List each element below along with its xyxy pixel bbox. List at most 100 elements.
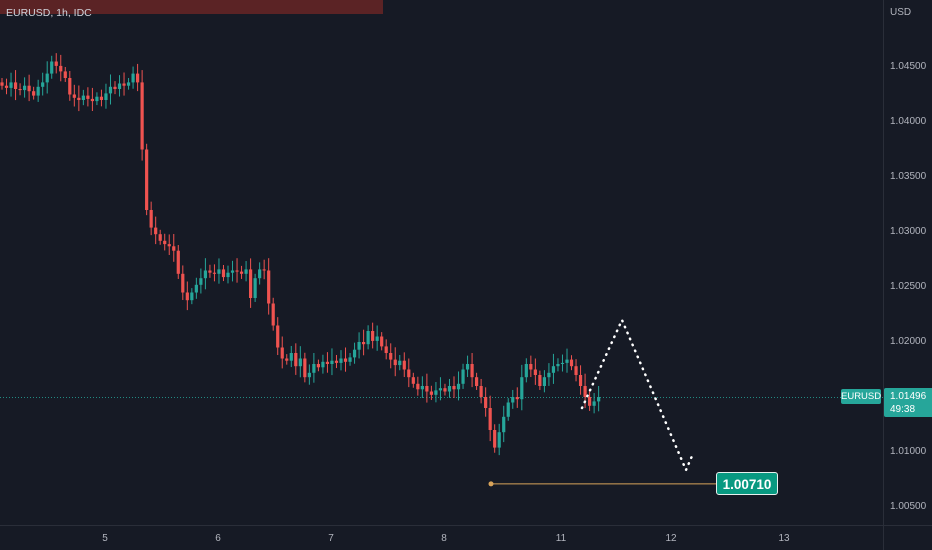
candle-body — [312, 364, 316, 373]
candle-body — [452, 386, 456, 390]
candle-body — [407, 369, 411, 378]
candle-body — [0, 82, 4, 86]
candle-body — [352, 349, 357, 358]
candle-body — [117, 83, 122, 89]
candle-body — [362, 342, 366, 345]
candle-body — [402, 360, 406, 370]
candle-body — [384, 346, 388, 353]
candle-body — [294, 353, 298, 367]
candle-body — [429, 391, 433, 395]
candle-body — [104, 93, 108, 100]
candle-body — [556, 364, 560, 367]
candle-body — [50, 61, 54, 74]
candle-body — [99, 96, 104, 100]
price-tick: 1.00500 — [890, 501, 927, 512]
candle-body — [520, 377, 524, 400]
candle-body — [592, 401, 596, 406]
candle-body — [108, 86, 113, 94]
current-price-value: 1.01496 — [890, 391, 927, 402]
candle-body — [597, 397, 601, 402]
candle-body — [167, 244, 171, 247]
candle-body — [271, 303, 275, 326]
candle-body — [13, 82, 18, 89]
candle-body — [547, 372, 551, 378]
candle-body — [230, 270, 235, 273]
candle-body — [502, 416, 506, 433]
candle-body — [235, 270, 239, 272]
candle-body — [131, 73, 135, 83]
price-tick: 1.04500 — [890, 61, 927, 72]
candle-body — [45, 73, 49, 83]
price-tick: 1.02500 — [890, 281, 927, 292]
candle-body — [375, 336, 379, 341]
candle-body — [569, 359, 574, 367]
candle-body — [72, 94, 76, 98]
candle-body — [140, 82, 144, 150]
candle-body — [506, 402, 510, 417]
candle-body — [136, 73, 140, 83]
candle-body — [172, 246, 176, 251]
candle-body — [276, 325, 280, 348]
candle-body — [181, 273, 185, 293]
candle-body — [588, 397, 592, 406]
candle-body — [511, 397, 515, 403]
candle-body — [122, 83, 126, 86]
candle-body — [145, 149, 149, 210]
candle-body — [578, 375, 583, 386]
candle-body — [267, 270, 271, 304]
candle-body — [4, 85, 9, 88]
projection-path — [580, 316, 694, 474]
candle-body — [199, 278, 203, 285]
chart-title: EURUSD, 1h, IDC — [6, 7, 92, 19]
alert-banner — [0, 0, 383, 14]
candle-body — [90, 98, 94, 102]
candle-body — [68, 78, 72, 95]
candle-body — [493, 430, 497, 448]
time-tick: 5 — [102, 533, 108, 544]
price-tick: 1.01000 — [890, 446, 927, 457]
time-tick: 8 — [441, 533, 447, 544]
candle-body — [54, 61, 58, 66]
candle-body — [411, 377, 415, 384]
candle-body — [27, 85, 31, 92]
candle-body — [316, 364, 320, 368]
candle-body — [334, 360, 339, 363]
candle-body — [533, 369, 537, 375]
candle-body — [86, 95, 90, 99]
target-price-label[interactable]: 1.00710 — [716, 472, 778, 495]
candle-body — [81, 95, 85, 100]
candle-body — [149, 210, 153, 228]
candle-body — [258, 269, 262, 279]
candle-body — [497, 432, 501, 448]
current-price-badge: 1.01496 49:38 — [884, 388, 932, 417]
candle-body — [158, 234, 162, 241]
price-tick: 1.02000 — [890, 336, 927, 347]
candle-body — [18, 89, 22, 91]
candle-body — [203, 270, 207, 279]
candle-body — [226, 272, 230, 278]
candle-body — [239, 271, 244, 274]
candle-body — [163, 240, 167, 245]
candle-body — [176, 250, 180, 274]
time-tick: 11 — [555, 533, 567, 544]
candle-body — [41, 82, 45, 87]
candle-body — [113, 86, 117, 89]
candle-body — [321, 361, 325, 368]
candle-body — [420, 386, 424, 390]
candle-body — [542, 377, 546, 386]
candle-body — [538, 375, 542, 386]
candle-body — [393, 359, 397, 366]
candle-body — [484, 397, 488, 408]
candle-body — [126, 82, 131, 86]
candle-body — [529, 364, 533, 370]
candle-body — [63, 71, 67, 78]
candle-body — [95, 96, 99, 102]
candle-body — [262, 269, 266, 271]
candle-body — [185, 292, 189, 301]
time-axis-divider — [0, 525, 932, 526]
candle-body — [280, 347, 284, 359]
candle-body — [194, 284, 198, 293]
time-tick: 6 — [215, 533, 221, 544]
candle-body — [434, 390, 438, 395]
